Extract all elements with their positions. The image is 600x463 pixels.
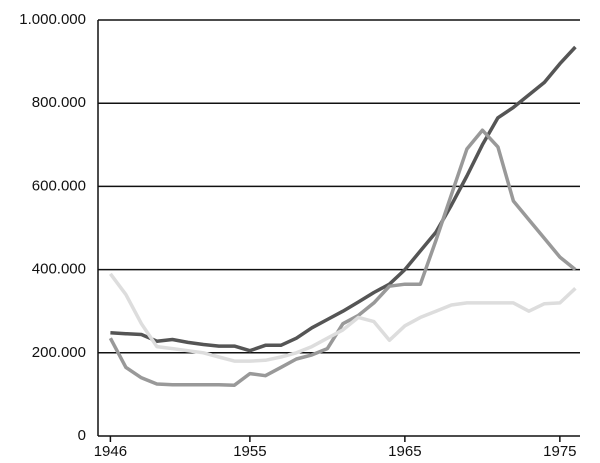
- y-tick-label: 800.000: [32, 94, 86, 111]
- y-tick-label: 400.000: [32, 261, 86, 278]
- x-tick-label: 1946: [94, 443, 127, 460]
- y-tick-label: 1.000.000: [19, 11, 86, 28]
- x-tick-label: 1975: [543, 443, 576, 460]
- y-tick-label: 200.000: [32, 344, 86, 361]
- series-line: [110, 45, 577, 353]
- x-tick-label: 1965: [388, 443, 421, 460]
- series-line: [108, 272, 577, 363]
- x-tick-label: 1955: [233, 443, 266, 460]
- series-line: [108, 128, 577, 387]
- y-tick-label: 600.000: [32, 177, 86, 194]
- y-tick-label: 0: [78, 427, 86, 444]
